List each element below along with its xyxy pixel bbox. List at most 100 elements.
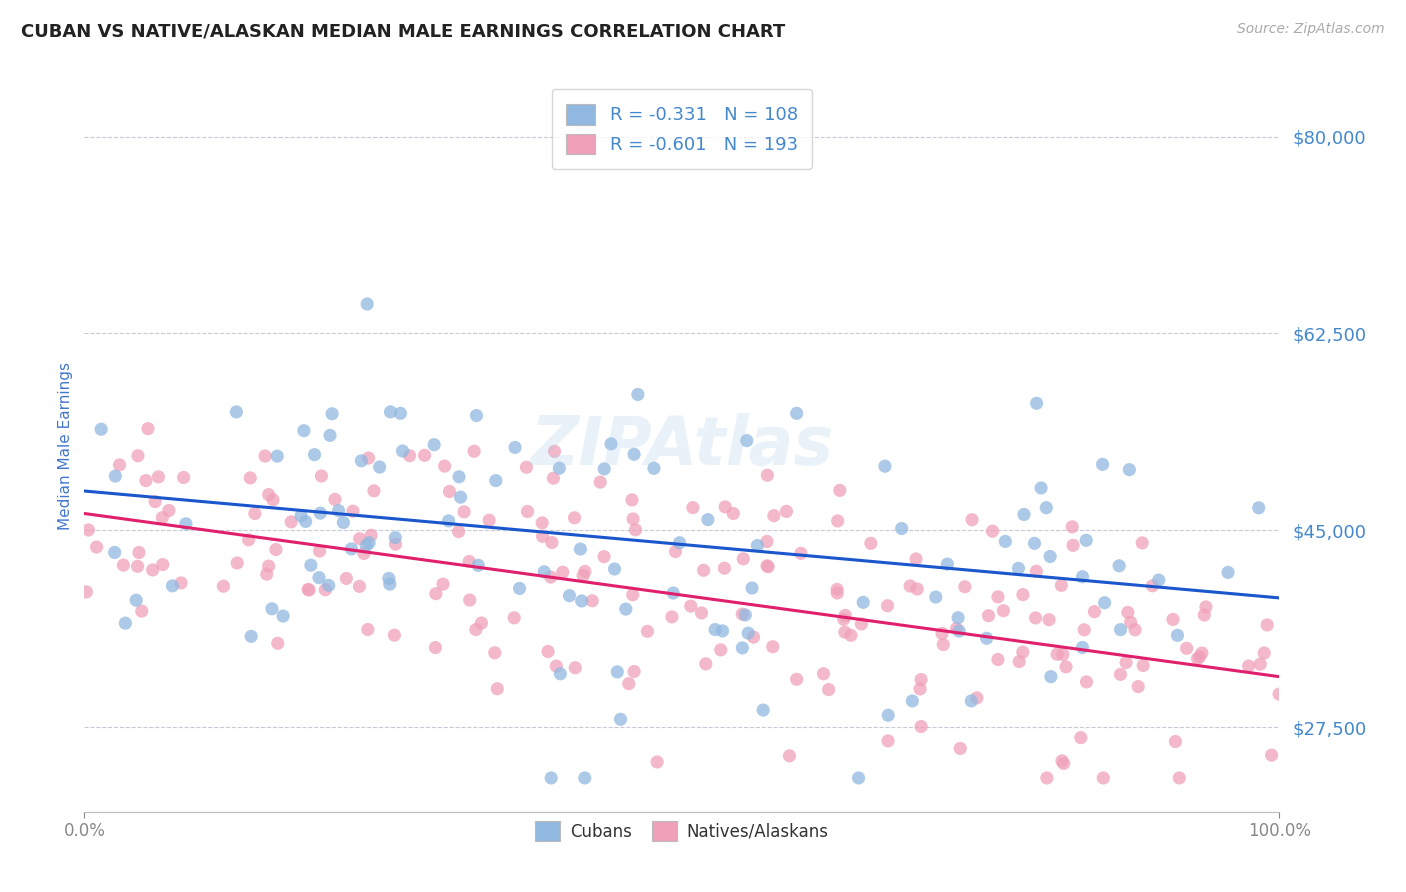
Point — [104, 469, 127, 483]
Point — [342, 504, 364, 518]
Point — [378, 571, 401, 585]
Point — [548, 461, 571, 475]
Point — [877, 708, 900, 723]
Point — [439, 484, 461, 499]
Point — [1073, 623, 1095, 637]
Point — [1187, 651, 1209, 665]
Point — [606, 665, 628, 679]
Point — [1108, 558, 1130, 573]
Point — [378, 577, 401, 591]
Point — [212, 579, 235, 593]
Point — [977, 608, 1000, 623]
Point — [128, 545, 150, 559]
Point — [827, 586, 849, 600]
Point — [825, 582, 848, 597]
Point — [1035, 500, 1057, 515]
Point — [747, 539, 769, 553]
Point — [533, 565, 555, 579]
Point — [75, 585, 97, 599]
Point — [262, 492, 284, 507]
Point — [384, 531, 406, 545]
Point — [238, 533, 260, 547]
Point — [114, 616, 136, 631]
Point — [890, 522, 912, 536]
Point — [945, 622, 967, 636]
Point — [267, 636, 290, 650]
Point — [925, 590, 948, 604]
Point — [350, 454, 373, 468]
Point — [704, 623, 727, 637]
Point — [152, 558, 174, 572]
Point — [593, 549, 616, 564]
Point — [1237, 659, 1260, 673]
Point — [319, 428, 342, 442]
Point — [551, 566, 574, 580]
Point — [1216, 566, 1239, 580]
Text: CUBAN VS NATIVE/ALASKAN MEDIAN MALE EARNINGS CORRELATION CHART: CUBAN VS NATIVE/ALASKAN MEDIAN MALE EARN… — [21, 22, 786, 40]
Point — [157, 503, 180, 517]
Point — [470, 615, 492, 630]
Point — [905, 582, 928, 596]
Point — [901, 694, 924, 708]
Point — [148, 470, 170, 484]
Point — [1008, 655, 1031, 669]
Point — [609, 712, 631, 726]
Point — [349, 532, 371, 546]
Legend: Cubans, Natives/Alaskans: Cubans, Natives/Alaskans — [529, 814, 835, 847]
Point — [550, 666, 572, 681]
Point — [335, 571, 357, 585]
Point — [696, 513, 718, 527]
Point — [1011, 645, 1033, 659]
Point — [413, 448, 436, 462]
Point — [1076, 674, 1098, 689]
Point — [1025, 611, 1047, 625]
Point — [546, 659, 568, 673]
Point — [734, 607, 756, 622]
Point — [328, 504, 350, 518]
Point — [174, 516, 197, 531]
Point — [600, 437, 623, 451]
Point — [360, 528, 382, 542]
Point — [353, 546, 375, 560]
Point — [981, 524, 1004, 539]
Point — [357, 451, 380, 466]
Point — [1036, 771, 1059, 785]
Point — [873, 459, 896, 474]
Point — [661, 610, 683, 624]
Point — [1166, 628, 1188, 642]
Point — [1071, 640, 1094, 655]
Point — [143, 494, 166, 508]
Point — [564, 661, 586, 675]
Point — [298, 582, 321, 597]
Point — [297, 582, 319, 597]
Point — [314, 582, 336, 597]
Point — [1247, 500, 1270, 515]
Point — [304, 448, 326, 462]
Point — [731, 607, 754, 621]
Point — [423, 438, 446, 452]
Point — [104, 545, 127, 559]
Point — [515, 460, 537, 475]
Point — [623, 665, 645, 679]
Point — [679, 599, 702, 614]
Point — [485, 474, 508, 488]
Point — [908, 681, 931, 696]
Point — [1083, 605, 1105, 619]
Point — [150, 510, 173, 524]
Point — [380, 405, 402, 419]
Point — [621, 512, 644, 526]
Point — [574, 771, 596, 785]
Point — [898, 579, 921, 593]
Point — [465, 409, 488, 423]
Point — [756, 559, 779, 574]
Point — [603, 562, 626, 576]
Point — [737, 626, 759, 640]
Point — [292, 424, 315, 438]
Point — [624, 523, 647, 537]
Point — [946, 611, 969, 625]
Point — [425, 587, 447, 601]
Point — [668, 535, 690, 549]
Point — [752, 703, 775, 717]
Point — [543, 471, 565, 485]
Point — [966, 690, 988, 705]
